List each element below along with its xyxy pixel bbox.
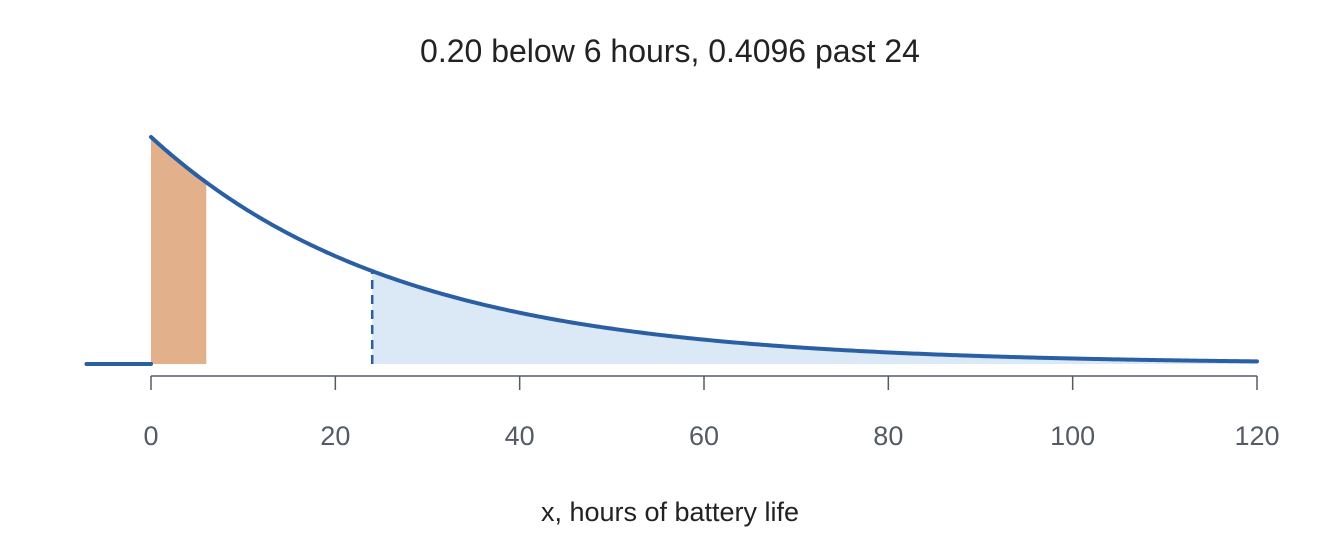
lower-tail-area [151,137,207,364]
x-tick-label: 120 [1234,421,1279,451]
x-tick-label: 40 [505,421,535,451]
x-tick-label: 0 [143,421,158,451]
x-axis-label: x, hours of battery life [541,497,799,527]
x-tick-label: 20 [320,421,350,451]
x-tick-label: 60 [689,421,719,451]
x-tick-label: 80 [873,421,903,451]
x-axis: 0 20 40 60 80 100 120 [143,375,1280,451]
chart-title: 0.20 below 6 hours, 0.4096 past 24 [420,33,920,69]
plot-area [84,135,1259,366]
density-curve [149,135,1259,364]
x-tick-label: 100 [1050,421,1095,451]
upper-tail-area [372,271,1257,364]
